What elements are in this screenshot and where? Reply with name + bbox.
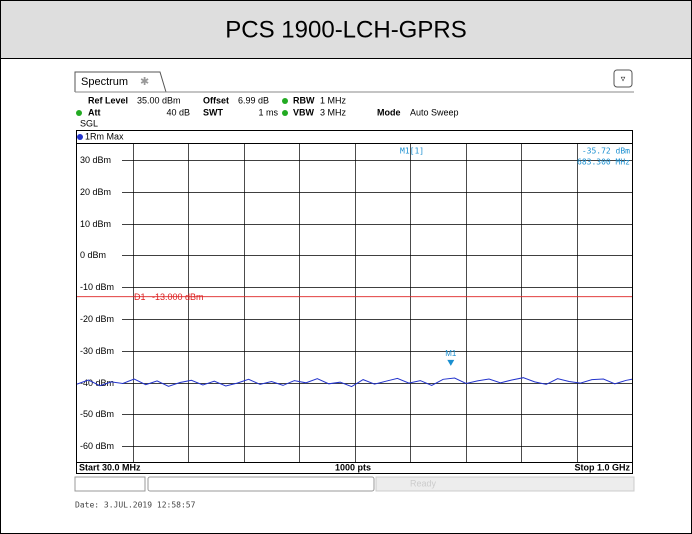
- points-label: 1000 pts: [335, 462, 371, 472]
- tab[interactable]: [74, 71, 167, 93]
- coupled-dot: [76, 110, 82, 116]
- stop-label: Stop 1.0 GHz: [574, 462, 630, 472]
- status-bar: [375, 476, 635, 492]
- menu-icon-glyph: ▿: [621, 73, 626, 83]
- setting-label: Att: [88, 107, 101, 117]
- plot-frame: [76, 130, 633, 474]
- trace-dot: [77, 134, 83, 140]
- y-tick-label: -60 dBm: [80, 441, 114, 451]
- status-box: [147, 476, 375, 492]
- start-label: Start 30.0 MHz: [79, 462, 141, 472]
- y-tick-label: 30 dBm: [80, 155, 111, 165]
- marker-y-label: -35.72 dBm: [582, 147, 630, 156]
- setting-sgl: SGL: [80, 118, 98, 128]
- tab-label: Spectrum: [81, 76, 128, 88]
- marker-readout: M1[1]: [400, 147, 424, 156]
- plot: 30 dBm 20 dBm 10 dBm 0 dBm -10 dBm -20 dBm -30…: [76, 144, 633, 462]
- trace: [76, 377, 633, 388]
- setting-value: 6.99 dB: [238, 95, 269, 105]
- setting-label: Mode: [377, 107, 401, 117]
- setting-value: 40 dB: [166, 107, 190, 117]
- y-tick-label: -40 dBm: [80, 378, 114, 388]
- y-tick-label: 10 dBm: [80, 219, 111, 229]
- y-tick-label: -10 dBm: [80, 282, 114, 292]
- setting-label: Offset: [203, 95, 229, 105]
- coupled-dot: [282, 110, 288, 116]
- title-bar: [0, 0, 692, 59]
- y-tick-label: -30 dBm: [80, 346, 114, 356]
- marker: [447, 359, 455, 366]
- setting-value: 1 ms: [258, 107, 278, 117]
- marker-name: M1: [445, 349, 457, 358]
- display-line-label: -13.000 dBm: [152, 292, 204, 302]
- marker-x-label: 683.300 MHz: [577, 158, 630, 167]
- status: Ready: [410, 478, 437, 488]
- setting-value: 3 MHz: [320, 107, 347, 117]
- setting-value: Auto Sweep: [410, 107, 459, 117]
- display-line-name: D1: [134, 292, 146, 302]
- trace-label: 1Rm Max: [85, 131, 124, 141]
- setting-label: SWT: [203, 107, 223, 117]
- y-tick-label: -20 dBm: [80, 314, 114, 324]
- setting-value: 35.00 dBm: [137, 95, 181, 105]
- tab-icon: ✱: [140, 76, 149, 88]
- setting-label: Ref Level: [88, 95, 128, 105]
- setting-label: RBW: [293, 95, 315, 105]
- y-tick-label: 20 dBm: [80, 187, 111, 197]
- y-tick-label: 0 dBm: [80, 250, 106, 260]
- status-box: [74, 476, 146, 492]
- date: Date: 3.JUL.2019 12:58:57: [75, 501, 196, 510]
- menu-icon[interactable]: [613, 69, 633, 88]
- coupled-dot: [282, 98, 288, 104]
- title: PCS 1900-LCH-GPRS: [225, 16, 466, 43]
- setting-label: VBW: [293, 107, 315, 117]
- y-tick-label: -50 dBm: [80, 409, 114, 419]
- setting-value: 1 MHz: [320, 95, 347, 105]
